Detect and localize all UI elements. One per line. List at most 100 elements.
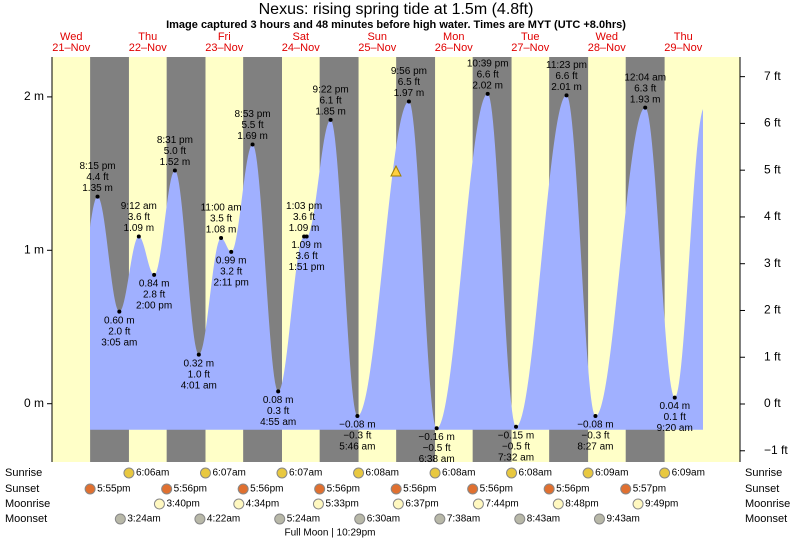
tide-label: −0.08 m <box>577 420 613 431</box>
sunrise-time: 6:07am <box>289 468 322 479</box>
moonrise-time: 8:48pm <box>565 499 598 510</box>
moon-phase: Full Moon | 10:29pm <box>285 528 376 538</box>
tide-point <box>276 389 281 394</box>
y-tick-label: 2 m <box>24 89 44 103</box>
moonset-time: 9:43am <box>606 514 639 525</box>
sunrise-icon <box>429 467 441 479</box>
row-label: Moonset <box>745 513 787 525</box>
day-date: 26–Nov <box>435 42 473 54</box>
sunrise-time: 6:06am <box>136 468 169 479</box>
tide-point <box>514 424 519 429</box>
sunrise-time: 6:08am <box>366 468 399 479</box>
sunset-icon <box>237 483 249 495</box>
sunrise-icon <box>353 467 365 479</box>
tide-label: 1.08 m <box>206 225 237 236</box>
tide-point <box>328 117 333 122</box>
tide-label: 11:00 am <box>201 203 242 214</box>
tide-label: 6.5 ft <box>398 77 420 88</box>
tide-label: 1.69 m <box>237 131 268 142</box>
moonrise-time: 6:37pm <box>405 499 438 510</box>
tide-point <box>95 194 100 199</box>
tide-label: 1.97 m <box>394 88 425 99</box>
tide-label: 3.6 ft <box>128 212 150 223</box>
sunset-time: 5:56pm <box>480 484 513 495</box>
tide-label: −0.3 ft <box>343 431 371 442</box>
tide-label: 1.35 m <box>82 183 113 194</box>
tide-point <box>219 236 224 241</box>
sunrise-time: 6:08am <box>519 468 552 479</box>
moonset-time: 5:24am <box>287 514 320 525</box>
sunrise-time: 6:07am <box>212 468 245 479</box>
day-date: 28–Nov <box>588 42 626 54</box>
day-name: Wed <box>596 31 618 43</box>
sunset-icon <box>84 483 96 495</box>
tide-label: 0.04 m <box>659 401 690 412</box>
row-label: Sunset <box>745 483 779 495</box>
tide-label: 1.09 m <box>291 240 322 251</box>
y2-tick-label: 7 ft <box>764 69 781 83</box>
tide-label: 0.1 ft <box>664 412 686 423</box>
tide-point <box>229 249 234 254</box>
row-label: Moonrise <box>745 498 790 510</box>
tide-label: 1.09 m <box>289 223 320 234</box>
sunset-time: 5:57pm <box>633 484 666 495</box>
day-date: 27–Nov <box>511 42 549 54</box>
tide-label: 1.52 m <box>160 157 191 168</box>
tide-label: 4:55 am <box>260 417 296 428</box>
tide-label: 2.8 ft <box>143 289 165 300</box>
y2-tick-label: 0 ft <box>764 396 781 410</box>
sunset-icon <box>620 483 632 495</box>
moonrise-icon <box>552 498 564 510</box>
moonrise-time: 5:33pm <box>325 499 358 510</box>
moonset-icon <box>514 513 526 525</box>
row-label: Moonset <box>5 513 47 525</box>
tide-label: 3.6 ft <box>293 212 315 223</box>
tide-label: −0.3 ft <box>581 431 609 442</box>
tide-point <box>172 168 177 173</box>
day-name: Thu <box>138 31 157 43</box>
moonset-icon <box>354 513 366 525</box>
sunrise-icon <box>582 467 594 479</box>
chart-subtitle: Image captured 3 hours and 48 minutes be… <box>166 19 626 31</box>
tide-label: 10:39 pm <box>467 58 509 69</box>
day-name: Sat <box>292 31 309 43</box>
tide-point <box>593 413 598 418</box>
row-label: Sunrise <box>5 467 42 479</box>
y2-tick-label: 4 ft <box>764 209 781 223</box>
tide-label: 6.6 ft <box>477 69 499 80</box>
sunrise-icon <box>199 467 211 479</box>
tide-label: 11:23 pm <box>546 60 587 71</box>
y2-tick-label: −1 ft <box>764 443 788 457</box>
tide-label: 5:46 am <box>339 442 375 453</box>
moonset-icon <box>114 513 126 525</box>
tide-point <box>136 234 141 239</box>
tide-label: 1:03 pm <box>286 201 322 212</box>
tide-label: −0.08 m <box>339 420 375 431</box>
moonrise-icon <box>392 498 404 510</box>
y2-tick-label: 3 ft <box>764 256 781 270</box>
day-date: 22–Nov <box>129 42 167 54</box>
tide-label: 12:04 am <box>624 72 666 83</box>
moonset-icon <box>434 513 446 525</box>
tide-label: 7:32 am <box>498 452 534 463</box>
tide-label: 8:53 pm <box>234 109 270 120</box>
current-marker <box>390 164 402 177</box>
row-label: Sunset <box>5 483 39 495</box>
moonrise-time: 4:34pm <box>246 499 279 510</box>
tide-point <box>434 426 439 431</box>
tide-label: 1:51 pm <box>289 262 325 273</box>
tide-label: 9:12 am <box>121 201 157 212</box>
sunset-time: 5:56pm <box>403 484 436 495</box>
sunset-icon <box>314 483 326 495</box>
tide-label: 0.60 m <box>104 315 135 326</box>
sunrise-icon <box>276 467 288 479</box>
tide-point <box>304 234 309 239</box>
tide-label: 8:31 pm <box>157 135 193 146</box>
moonrise-time: 9:49pm <box>645 499 678 510</box>
moonset-time: 3:24am <box>127 514 160 525</box>
day-name: Sun <box>367 31 387 43</box>
moonrise-icon <box>632 498 644 510</box>
y2-tick-label: 5 ft <box>764 162 781 176</box>
sunset-icon <box>161 483 173 495</box>
